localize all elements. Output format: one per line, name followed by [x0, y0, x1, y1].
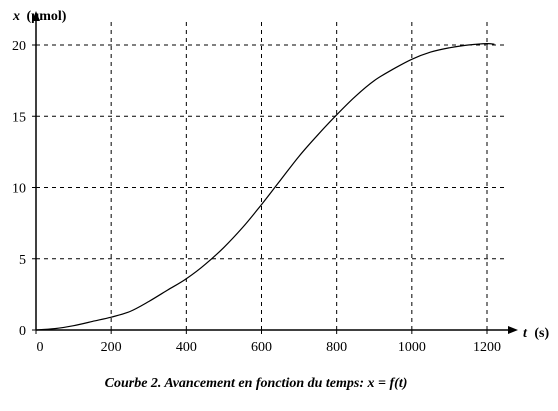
x-tick-label: 600: [251, 340, 272, 355]
x-axis-unit: (s): [534, 326, 549, 341]
y-axis-unit: (µmol): [27, 9, 67, 24]
series-layer: [35, 42, 495, 331]
grid-lines: [36, 22, 504, 330]
y-tick-label: 10: [12, 182, 26, 197]
tick-labels: 0 200 400 600 800 1000 1200 0 5 10 15 20: [12, 39, 501, 355]
x-tick-label: 1200: [473, 340, 501, 355]
y-tick-label: 5: [19, 253, 26, 268]
y-tick-label: 15: [12, 110, 26, 125]
y-axis-variable: x: [12, 9, 20, 24]
y-axis-label: x (µmol): [12, 9, 67, 24]
y-tick-label: 20: [12, 39, 26, 54]
x-tick-label: 400: [176, 340, 197, 355]
x-tick-label: 1000: [398, 340, 426, 355]
x-axis-label: t (s): [523, 326, 550, 341]
x-tick-label: 800: [326, 340, 347, 355]
x-tick-label: 200: [101, 340, 122, 355]
x-tick-label: 0: [37, 340, 44, 355]
y-axis-arrow: [32, 11, 40, 21]
axes: [32, 11, 518, 334]
series-line-0: [35, 42, 495, 331]
y-tick-label: 0: [19, 324, 26, 339]
x-axis-variable: t: [523, 326, 528, 341]
x-axis-arrow: [508, 326, 518, 334]
chart-caption: Courbe 2. Avancement en fonction du temp…: [105, 376, 408, 391]
